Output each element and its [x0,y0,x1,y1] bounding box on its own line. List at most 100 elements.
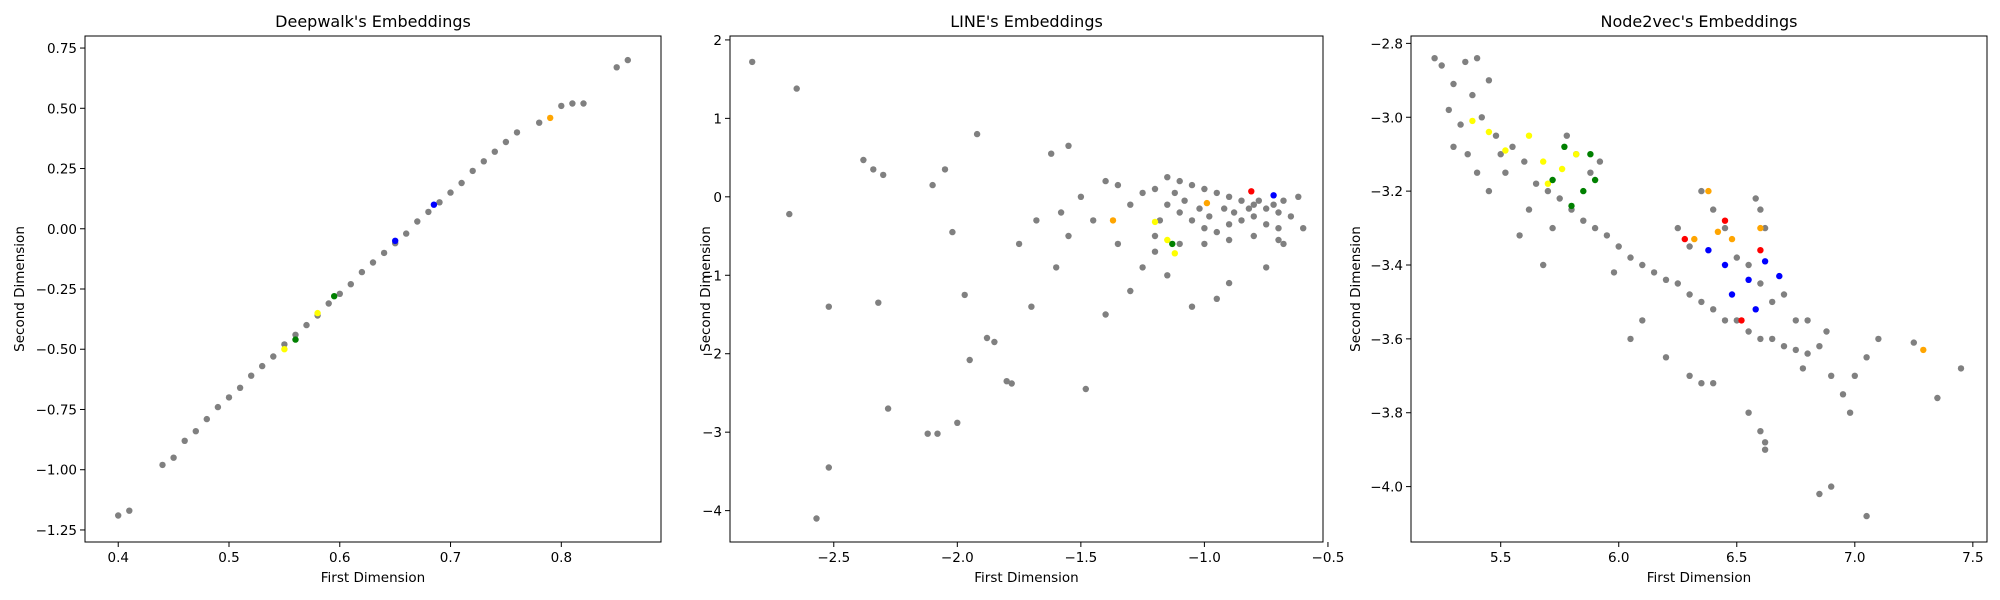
data-point-gray [1662,354,1670,361]
data-point-gray [1816,343,1823,350]
data-point-gray [436,199,443,206]
y-tick-label: −3 [702,425,722,441]
data-point-red [1721,217,1729,224]
data-point-gray [1188,181,1196,189]
data-point-blue [1752,306,1759,313]
data-point-gray [336,290,343,297]
data-point-gray [954,419,961,426]
data-point-gray [1650,269,1658,276]
data-point-gray [1048,150,1055,157]
data-point-gray [1544,187,1552,195]
data-point-gray [347,281,354,288]
y-tick-label: −1.00 [36,463,77,479]
data-point-yellow [1485,128,1493,136]
data-point-gray [380,249,388,257]
data-point-gray [1662,276,1670,283]
data-point-green [1580,187,1587,195]
data-point-gray [991,338,998,346]
data-point-green [1561,143,1568,150]
data-point-gray [558,102,565,110]
data-point-gray [1485,77,1493,84]
data-point-gray [1176,240,1183,248]
y-tick-label: −3.8 [1370,406,1403,422]
y-tick-label: 0.25 [47,162,77,178]
data-point-orange [1757,224,1764,232]
data-point-gray [1525,206,1533,213]
data-point-gray [1521,158,1528,165]
data-point-gray [1151,185,1159,193]
data-point-gray [1196,205,1203,212]
data-point-gray [1615,243,1622,250]
y-tick-label: −4.0 [1370,480,1403,496]
data-point-gray [1698,298,1705,306]
data-point-gray [1769,335,1776,343]
data-point-gray [1270,201,1277,208]
data-point-orange [1920,346,1927,354]
data-point-gray [1225,236,1233,244]
data-point-gray [259,362,266,370]
data-point-gray [813,515,820,522]
x-tick-label: −1.0 [1188,550,1221,566]
x-tick-label: 0.7 [440,550,461,566]
data-point-gray [1816,490,1823,498]
data-point-gray [369,259,377,266]
data-point-blue [392,237,399,244]
y-tick-label: −0.25 [36,282,77,298]
y-tick-label: 0.50 [47,101,77,117]
data-point-yellow [1573,151,1580,158]
data-point-gray [1151,248,1159,255]
data-point-orange [1691,235,1698,243]
data-point-gray [1206,213,1213,220]
data-point-gray [425,208,432,216]
data-point-gray [1549,224,1556,232]
data-point-gray [1263,264,1270,271]
data-point-green [1591,176,1599,184]
data-point-gray [786,210,793,218]
data-point-gray [1828,372,1835,379]
data-point-gray [1610,269,1618,276]
y-tick-label: 0.00 [47,222,77,238]
y-tick-label: 0 [713,190,722,206]
data-point-gray [1164,174,1171,181]
chart-title: LINE's Embeddings [950,12,1103,31]
data-point-gray [1114,240,1122,248]
data-point-gray [1263,221,1270,228]
data-point-gray [1639,317,1646,324]
data-point-gray [1721,224,1729,232]
y-tick-label: −0.50 [36,342,77,358]
data-point-gray [1745,261,1752,269]
data-point-gray [1846,409,1854,416]
data-point-gray [1188,217,1196,224]
data-point-gray [1752,195,1759,202]
data-point-gray [458,179,465,187]
data-point-gray [1250,201,1258,208]
data-point-gray [1532,180,1540,187]
y-tick-label: −1 [702,268,722,284]
x-tick-label: 0.8 [551,550,572,566]
data-point-gray [1238,197,1245,204]
data-point-gray [1674,224,1682,232]
data-point-gray [1139,264,1146,271]
data-point-gray [1516,232,1523,239]
data-point-gray [1580,217,1587,224]
x-tick-label: 0.4 [107,550,128,566]
data-point-orange [1109,217,1117,224]
data-point-gray [1263,205,1270,212]
data-point-gray [1156,217,1164,224]
data-point-gray [1596,158,1604,165]
data-point-gray [949,228,956,236]
data-point-gray [580,100,587,107]
data-point-gray [1745,409,1752,416]
data-point-gray [860,156,867,164]
y-tick-label: −3.2 [1370,184,1403,200]
data-point-gray [292,331,299,338]
points-group [749,58,1307,522]
data-point-gray [1300,225,1307,232]
data-point-gray [1502,169,1509,176]
data-point-gray [1478,114,1486,121]
data-point-gray [1164,201,1171,208]
data-point-gray [966,356,973,364]
data-point-blue [1761,258,1769,265]
x-tick-label: 0.5 [218,550,239,566]
x-axis-label: First Dimension [974,570,1078,586]
